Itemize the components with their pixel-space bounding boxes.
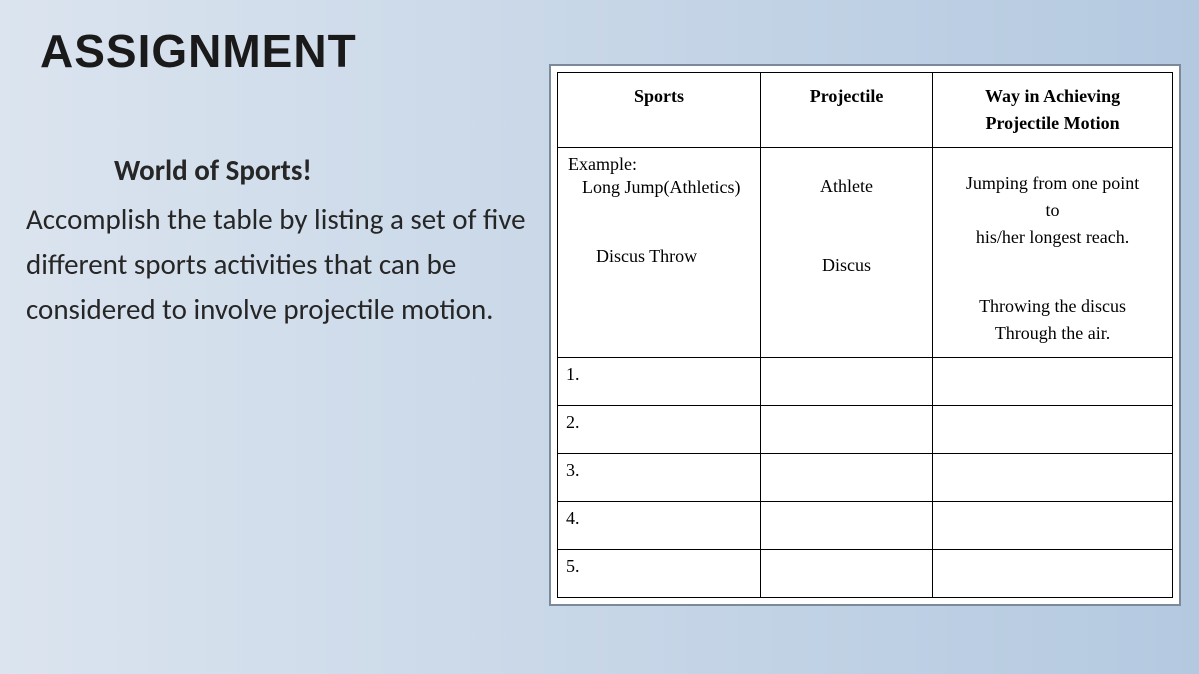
- page-title: ASSIGNMENT: [40, 24, 357, 78]
- col-header-way: Way in Achieving Projectile Motion: [933, 73, 1173, 148]
- blank-projectile-2: [760, 406, 932, 454]
- example-label: Example:: [568, 154, 750, 175]
- blank-way-2: [933, 406, 1173, 454]
- example-sports-cell: Example: Long Jump(Athletics) Discus Thr…: [558, 148, 761, 358]
- col-header-projectile: Projectile: [760, 73, 932, 148]
- blank-way-1: [933, 358, 1173, 406]
- blank-way-4: [933, 502, 1173, 550]
- blank-sports-5: 5.: [558, 550, 761, 598]
- example-projectile-1: Athlete: [771, 176, 922, 197]
- blank-row-5: 5.: [558, 550, 1173, 598]
- example-row: Example: Long Jump(Athletics) Discus Thr…: [558, 148, 1173, 358]
- subtitle: World of Sports!: [26, 148, 526, 193]
- body-text: Accomplish the table by listing a set of…: [26, 201, 526, 327]
- blank-row-3: 3.: [558, 454, 1173, 502]
- way1-l3: his/her longest reach.: [976, 227, 1129, 247]
- table-header-row: Sports Projectile Way in Achieving Proje…: [558, 73, 1173, 148]
- example-projectile-cell: Athlete Discus: [760, 148, 932, 358]
- blank-row-4: 4.: [558, 502, 1173, 550]
- blank-projectile-4: [760, 502, 932, 550]
- blank-projectile-1: [760, 358, 932, 406]
- way1-l2: to: [1046, 200, 1060, 220]
- example-projectile-2: Discus: [771, 255, 922, 276]
- blank-way-3: [933, 454, 1173, 502]
- col-header-sports: Sports: [558, 73, 761, 148]
- blank-row-1: 1.: [558, 358, 1173, 406]
- way2-l2: Through the air.: [995, 323, 1110, 343]
- blank-projectile-5: [760, 550, 932, 598]
- blank-sports-1: 1.: [558, 358, 761, 406]
- example-way-1: Jumping from one point to his/her longes…: [943, 170, 1162, 251]
- example-way-2: Throwing the discus Through the air.: [943, 293, 1162, 347]
- blank-projectile-3: [760, 454, 932, 502]
- example-way-cell: Jumping from one point to his/her longes…: [933, 148, 1173, 358]
- blank-sports-4: 4.: [558, 502, 761, 550]
- example-sports-1: Long Jump(Athletics): [568, 177, 750, 198]
- blank-sports-2: 2.: [558, 406, 761, 454]
- worksheet-table-container: Sports Projectile Way in Achieving Proje…: [549, 64, 1181, 606]
- way2-l1: Throwing the discus: [979, 296, 1126, 316]
- blank-row-2: 2.: [558, 406, 1173, 454]
- blank-sports-3: 3.: [558, 454, 761, 502]
- instructions-block: World of Sports! Accomplish the table by…: [26, 148, 526, 332]
- col-header-way-line2: Projectile Motion: [941, 110, 1164, 137]
- example-sports-2: Discus Throw: [568, 246, 750, 267]
- col-header-way-line1: Way in Achieving: [941, 83, 1164, 110]
- blank-way-5: [933, 550, 1173, 598]
- worksheet-table: Sports Projectile Way in Achieving Proje…: [557, 72, 1173, 598]
- way1-l1: Jumping from one point: [966, 173, 1140, 193]
